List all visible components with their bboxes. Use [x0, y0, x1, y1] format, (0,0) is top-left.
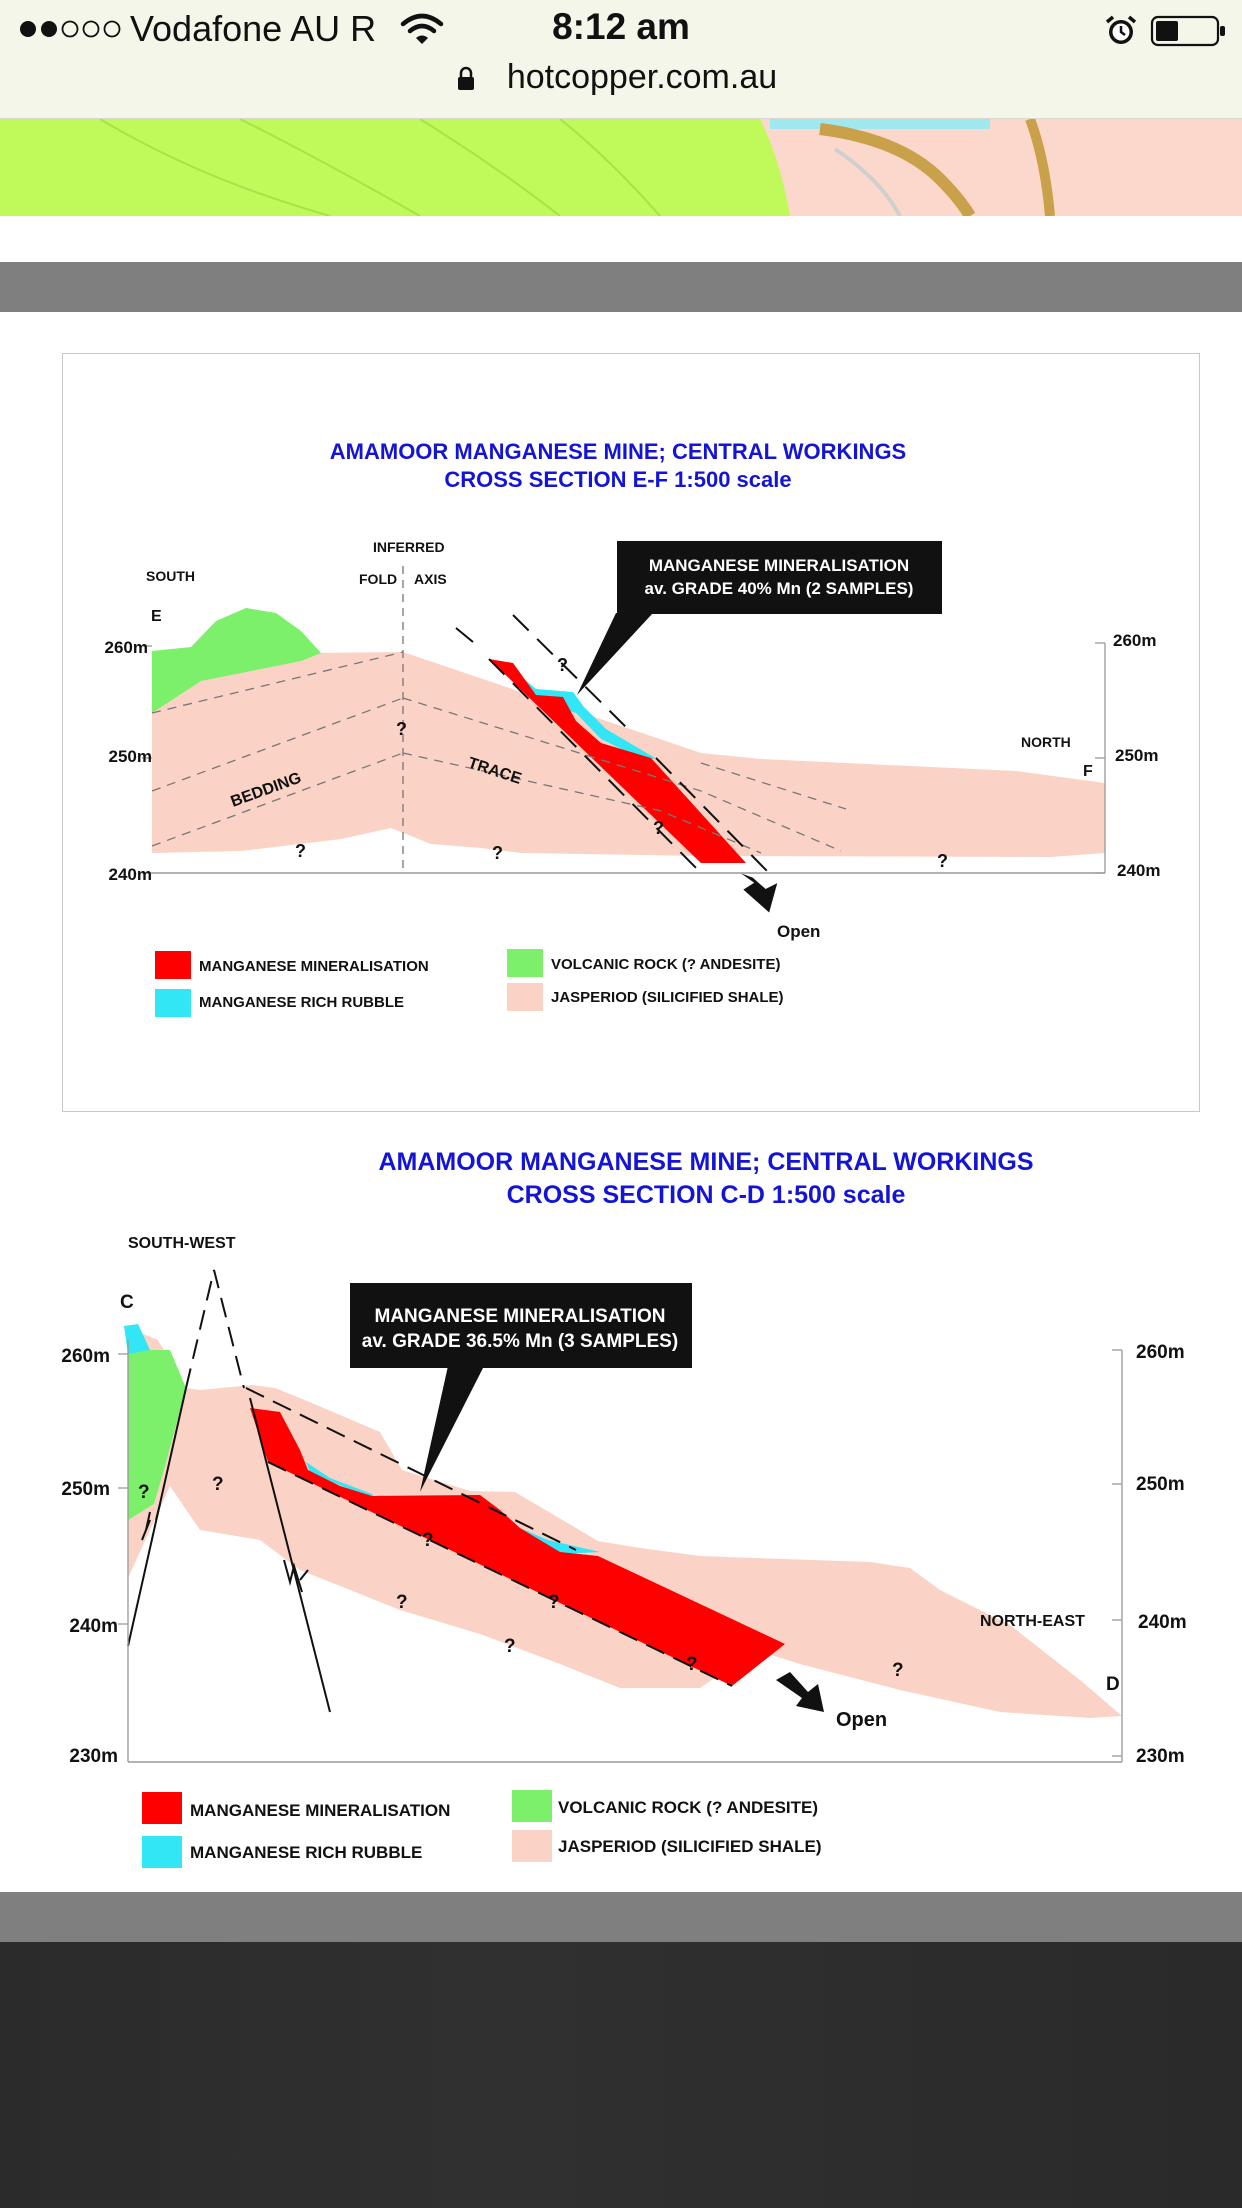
callout-line1: MANGANESE MINERALISATION [649, 556, 909, 575]
label-f: F [1083, 763, 1093, 780]
legend-label-rubble: MANGANESE RICH RUBBLE [190, 1843, 422, 1862]
question-mark: ? [686, 1654, 698, 1675]
fault-lines [127, 1387, 331, 1713]
legend-label-mineralisation: MANGANESE MINERALISATION [199, 958, 429, 975]
legend-label-rubble: MANGANESE RICH RUBBLE [199, 994, 404, 1011]
status-bar: Vodafone AU R 8:12 am hotcopper.com.au [0, 0, 1242, 119]
jasperiod-layer [128, 1328, 1122, 1718]
elev-right-240: 240m [1138, 1612, 1187, 1633]
section-cd-title-line1: AMAMOOR MANGANESE MINE; CENTRAL WORKINGS [378, 1148, 1033, 1176]
question-mark: ? [892, 1660, 904, 1681]
label-axis: AXIS [414, 571, 447, 587]
question-mark: ? [422, 1530, 434, 1551]
rubble-layer [306, 1462, 376, 1500]
legend-swatch-mineralisation [142, 1792, 182, 1824]
elev-right-260: 260m [1113, 631, 1156, 650]
elev-right-230: 230m [1136, 1746, 1185, 1767]
label-inferred: INFERRED [373, 539, 445, 555]
rubble-layer [520, 1528, 600, 1554]
question-mark: ? [557, 655, 568, 675]
wifi-icon [400, 12, 444, 46]
callout-pointer [577, 613, 653, 695]
mineralisation-body [489, 659, 746, 863]
legend-label-mineralisation: MANGANESE MINERALISATION [190, 1801, 450, 1820]
signal-dots-icon [18, 18, 128, 40]
question-mark: ? [504, 1636, 516, 1657]
section-ef-title-line1: AMAMOOR MANGANESE MINE; CENTRAL WORKINGS [330, 439, 906, 464]
legend-swatch-rubble [155, 989, 191, 1017]
callout-box [350, 1283, 692, 1368]
arrow-down-right-icon [741, 873, 778, 913]
legend-swatch-mineralisation [155, 951, 191, 979]
elev-right-260: 260m [1136, 1342, 1185, 1363]
label-north: NORTH [1021, 734, 1071, 750]
callout-pointer [420, 1366, 484, 1492]
elev-right-240: 240m [1117, 861, 1160, 880]
callout-line2: av. GRADE 36.5% Mn (3 SAMPLES) [362, 1331, 678, 1352]
open-label: Open [777, 922, 820, 941]
cross-section-ef-figure: AMAMOOR MANGANESE MINE; CENTRAL WORKINGS… [62, 353, 1200, 1112]
section-cd-title-line2: CROSS SECTION C-D 1:500 scale [507, 1181, 906, 1209]
callout-line1: MANGANESE MINERALISATION [375, 1306, 666, 1327]
battery-icon [1150, 14, 1230, 48]
fault-lines [455, 614, 770, 876]
label-south: SOUTH [146, 568, 195, 584]
legend-swatch-volcanic [512, 1790, 552, 1822]
open-label: Open [836, 1709, 887, 1731]
lock-icon [456, 66, 476, 92]
mineralisation-body [250, 1408, 785, 1686]
label-south-west: SOUTH-WEST [128, 1235, 236, 1252]
rubble-layer [511, 668, 655, 761]
label-fold: FOLD [359, 571, 397, 587]
elev-left-260: 260m [105, 638, 148, 657]
question-mark: ? [548, 1592, 560, 1613]
dark-footer-area [0, 1942, 1242, 2208]
volcanic-rock-layer [152, 608, 321, 713]
legend-label-volcanic: VOLCANIC ROCK (? ANDESITE) [558, 1798, 818, 1817]
address-bar-url[interactable]: hotcopper.com.au [506, 58, 778, 96]
legend-swatch-volcanic [507, 949, 543, 977]
dashed-boundaries [185, 1269, 733, 1687]
question-mark: ? [295, 841, 306, 861]
alarm-icon [1104, 14, 1138, 48]
clock-time: 8:12 am [552, 6, 690, 47]
elev-right-250: 250m [1115, 746, 1158, 765]
map-image-fragment [0, 117, 1242, 220]
legend-swatch-jasperiod [512, 1830, 552, 1862]
carrier-name: Vodafone AU R [130, 8, 377, 49]
elev-right-250: 250m [1136, 1474, 1185, 1495]
elev-left-250: 250m [61, 1479, 110, 1500]
cross-section-cd-figure: AMAMOOR MANGANESE MINE; CENTRAL WORKINGS… [0, 1120, 1242, 1892]
label-d: D [1106, 1674, 1120, 1695]
rubble-layer [124, 1324, 150, 1354]
bedding-lines [151, 651, 847, 854]
question-mark: ? [396, 719, 407, 739]
section-ef-title-line2: CROSS SECTION E-F 1:500 scale [444, 467, 791, 492]
question-mark: ? [653, 818, 664, 838]
question-mark: ? [396, 1592, 408, 1613]
question-mark: ? [492, 843, 503, 863]
question-mark: ? [212, 1474, 224, 1495]
question-mark: ? [937, 851, 948, 871]
callout-line2: av. GRADE 40% Mn (2 SAMPLES) [645, 579, 914, 598]
volcanic-rock-layer [128, 1350, 186, 1520]
elev-left-240: 240m [109, 865, 152, 884]
legend-label-jasperiod: JASPERIOD (SILICIFIED SHALE) [558, 1837, 822, 1856]
elev-left-250: 250m [109, 747, 152, 766]
elev-left-230: 230m [69, 1746, 118, 1767]
elev-left-240: 240m [69, 1616, 118, 1637]
label-c: C [120, 1292, 134, 1313]
divider-bar [0, 262, 1242, 312]
callout-box [617, 541, 942, 614]
elev-left-260: 260m [61, 1346, 110, 1367]
legend-label-volcanic: VOLCANIC ROCK (? ANDESITE) [551, 956, 780, 973]
legend-swatch-jasperiod [507, 983, 543, 1011]
legend-label-jasperiod: JASPERIOD (SILICIFIED SHALE) [551, 989, 784, 1006]
divider-bar [0, 1892, 1242, 1942]
legend-swatch-rubble [142, 1836, 182, 1868]
label-e: E [151, 608, 162, 625]
label-north-east: NORTH-EAST [980, 1613, 1085, 1630]
question-mark: ? [138, 1482, 150, 1503]
arrow-down-right-icon [776, 1672, 824, 1712]
